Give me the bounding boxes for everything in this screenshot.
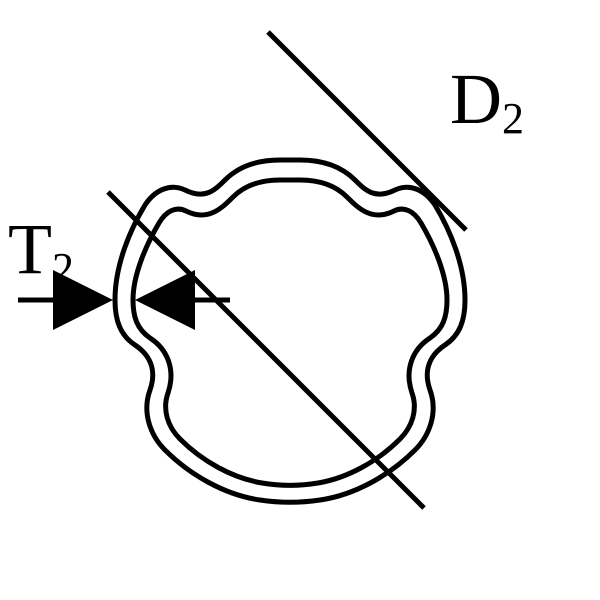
diagram-canvas: D2 T2 — [0, 0, 600, 600]
d2-dim-line-2 — [108, 192, 424, 508]
d2-symbol: D — [450, 59, 502, 139]
inner-profile — [133, 180, 447, 485]
d2-label: D2 — [450, 58, 524, 141]
t2-symbol: T — [8, 209, 52, 289]
t2-label: T2 — [8, 208, 74, 291]
d2-dim-line-1 — [268, 32, 466, 230]
d2-subscript: 2 — [502, 94, 524, 143]
t2-subscript: 2 — [52, 244, 74, 293]
